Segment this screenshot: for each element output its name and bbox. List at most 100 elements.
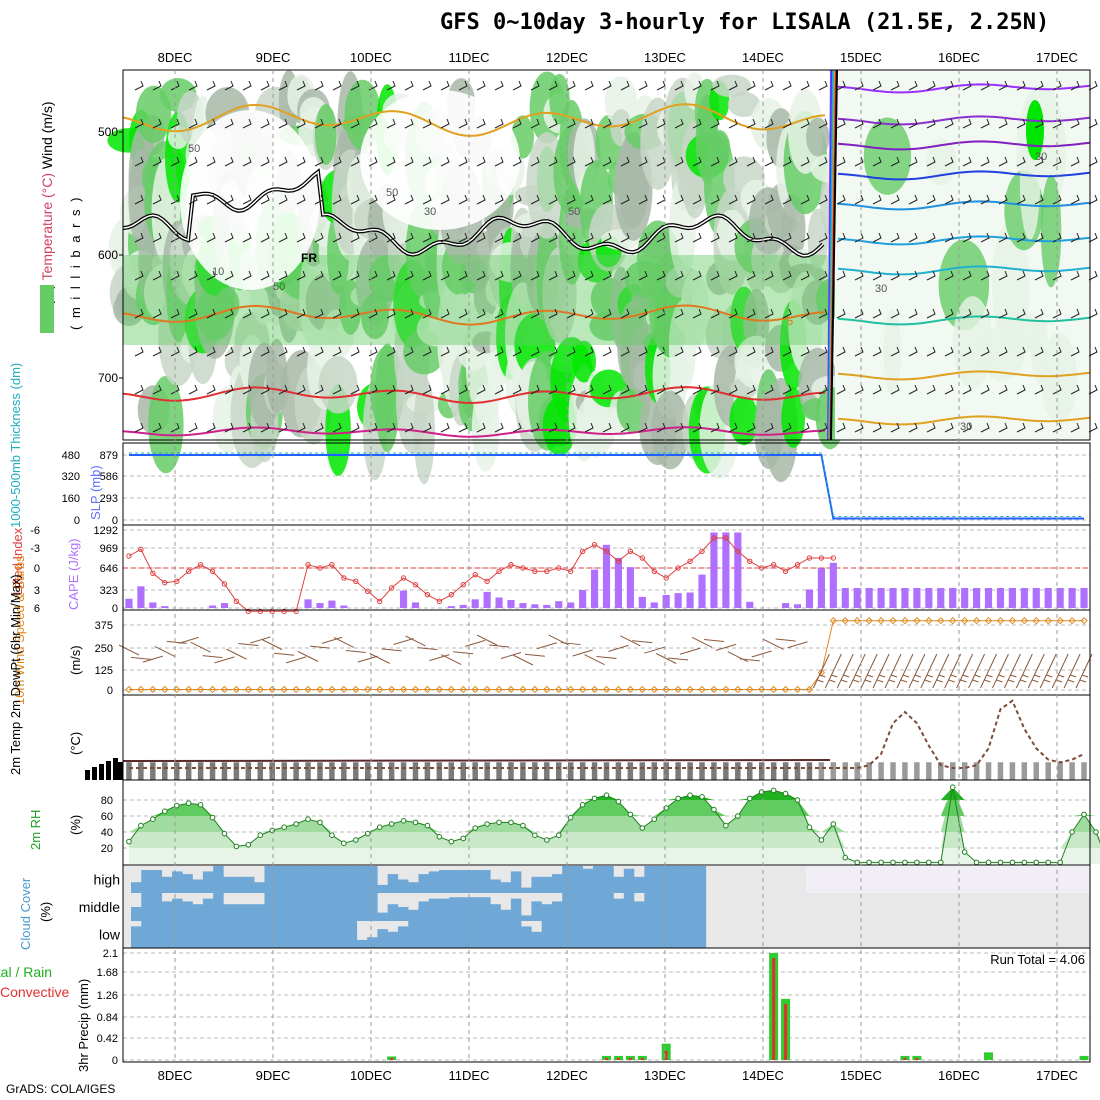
wind-barb (836, 118, 846, 129)
rh-point (878, 859, 884, 866)
wind-barb (800, 384, 810, 395)
rh-shade (604, 76, 638, 128)
lifted-index-point (818, 555, 825, 561)
rh-point (305, 816, 311, 823)
rh-point (532, 832, 538, 839)
cape-bar (913, 588, 921, 608)
wind-barb (584, 194, 594, 205)
wind-barb (458, 80, 468, 91)
wind-barb (134, 80, 144, 91)
cape-bar (316, 603, 324, 608)
slp-ylabel: SLP (mb) (88, 465, 103, 520)
temp-minmax-bar (531, 761, 539, 781)
dewpoint-line (122, 759, 831, 762)
wind-barb (836, 653, 854, 689)
wind-barb (962, 346, 972, 357)
wind-barb (1075, 653, 1093, 689)
temp-minmax-bar (412, 761, 419, 781)
wind-barb (134, 346, 144, 357)
pressure-tick-label: 600 (98, 248, 118, 262)
wind-barb (494, 232, 504, 243)
wind-barb (1070, 422, 1080, 433)
isotherm-line (837, 83, 1091, 94)
wind-barb (890, 384, 900, 395)
wind-barb (152, 270, 162, 281)
wind-barb (710, 422, 720, 433)
rh-shade (1041, 332, 1078, 425)
wind-barb (297, 651, 319, 662)
cape-bar (662, 594, 670, 608)
cape-tick-label: 969 (100, 543, 118, 555)
wind-barb (998, 308, 1008, 319)
wind-barb (920, 653, 938, 689)
temp-minmax-bar (388, 761, 395, 781)
wind-barb (602, 346, 612, 357)
wind-barb (1070, 156, 1080, 167)
wind-barb (890, 156, 900, 167)
upper-ylabel-part: Wind (m/s) (39, 101, 55, 173)
lifted-index-point (567, 568, 574, 575)
wind-speed-point (483, 685, 491, 694)
temp-minmax-bar (686, 761, 694, 781)
wind-barb (872, 270, 882, 281)
cloud-units: (%) (38, 902, 53, 922)
wind-barb (476, 118, 486, 129)
cloud-bar (449, 870, 460, 893)
rh-color-key (40, 285, 54, 333)
wind-barb (548, 384, 558, 395)
wind-barb (962, 384, 972, 395)
cloud-bar (531, 931, 542, 948)
lifted-index-point (532, 568, 538, 575)
rh-point (770, 787, 777, 794)
wind-barb (1052, 346, 1062, 357)
temp-minmax-bar (316, 761, 324, 781)
rh-point (150, 816, 156, 823)
wind-barb (530, 156, 540, 167)
wind-barb (800, 194, 810, 205)
wind-barb (152, 80, 162, 91)
date-label-top: 10DEC (350, 50, 392, 65)
wind-barb (854, 270, 864, 281)
temp-minmax-bar (770, 761, 777, 781)
wind-barb (422, 384, 432, 395)
wind-barb (836, 194, 846, 205)
wind-barb (381, 648, 402, 652)
wind-barb (1039, 653, 1057, 689)
wind-speed-point (865, 616, 873, 625)
lifted-index-point (317, 565, 323, 571)
wind-barb (500, 652, 522, 659)
lifted-index-point (150, 570, 156, 577)
wind-barb (512, 346, 522, 357)
wind-speed-point (459, 685, 467, 694)
temp-minmax-bar (257, 761, 264, 781)
wind-barb (350, 384, 360, 395)
wind-ylabel: 10m Wind Speed & Barbs (12, 555, 27, 705)
cloud-bar (603, 921, 614, 948)
rh-point (185, 800, 192, 807)
isotherm-line (122, 426, 826, 438)
cloud-bar (254, 921, 265, 948)
wind-barb (926, 80, 936, 91)
wind-barb (332, 384, 342, 395)
wind-barb (224, 118, 234, 129)
rh-shade (806, 117, 830, 157)
wind-barb (314, 118, 324, 129)
wind-barb (494, 194, 504, 205)
cape-bar (1080, 588, 1088, 608)
wind-barb (458, 194, 468, 205)
wind-barb (524, 653, 545, 657)
precip-convective-bar (915, 1057, 919, 1060)
cloud-bar (243, 876, 255, 893)
wind-barb (926, 270, 936, 281)
rh-shade (471, 383, 500, 472)
wind-speed-point (184, 685, 193, 694)
cape-bar (519, 603, 527, 608)
wind-barb (638, 270, 648, 281)
lifted-index-point (687, 558, 693, 565)
wind-barb (350, 346, 360, 357)
wind-barb (441, 654, 462, 666)
rh-point (567, 814, 574, 821)
cape-bar (602, 544, 611, 608)
wind-barb (260, 422, 270, 433)
grads-credit: GrADS: COLA/IGES (6, 1082, 116, 1096)
